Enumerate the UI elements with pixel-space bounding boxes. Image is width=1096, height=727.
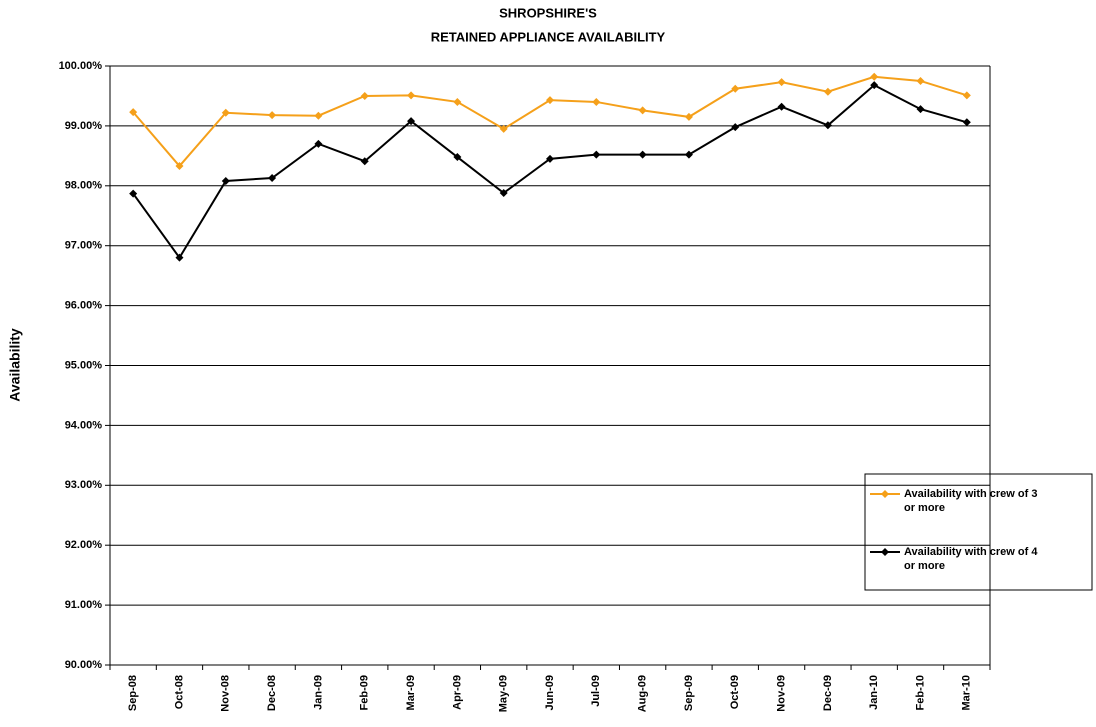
x-tick-label: Sep-08 bbox=[127, 675, 139, 711]
data-point bbox=[638, 150, 647, 159]
y-tick-label: 94.00% bbox=[65, 419, 103, 431]
data-point bbox=[638, 106, 647, 115]
x-tick-label: Nov-09 bbox=[775, 675, 787, 712]
x-tick-label: Oct-09 bbox=[729, 675, 741, 709]
x-tick-label: Jun-09 bbox=[544, 675, 556, 710]
chart-title: SHROPSHIRE'S bbox=[499, 5, 597, 20]
y-tick-label: 90.00% bbox=[65, 659, 103, 671]
x-tick-label: Apr-09 bbox=[451, 675, 463, 710]
data-point bbox=[499, 188, 508, 197]
data-point bbox=[221, 177, 230, 186]
y-tick-label: 100.00% bbox=[59, 60, 103, 72]
x-tick-label: Dec-08 bbox=[266, 675, 278, 711]
data-point bbox=[870, 81, 879, 90]
x-tick-label: Mar-09 bbox=[405, 675, 417, 710]
x-tick-label: May-09 bbox=[498, 675, 510, 712]
data-point bbox=[453, 153, 462, 162]
y-tick-label: 91.00% bbox=[65, 599, 103, 611]
data-point bbox=[962, 118, 971, 127]
x-tick-label: Jul-09 bbox=[590, 675, 602, 707]
data-point bbox=[684, 150, 693, 159]
data-point bbox=[916, 105, 925, 114]
x-tick-label: Aug-09 bbox=[637, 675, 649, 712]
chart-title: RETAINED APPLIANCE AVAILABILITY bbox=[431, 29, 666, 44]
data-point bbox=[777, 78, 786, 87]
x-tick-label: Mar-10 bbox=[961, 675, 973, 710]
x-tick-label: Oct-08 bbox=[173, 675, 185, 709]
x-tick-label: Dec-09 bbox=[822, 675, 834, 711]
data-point bbox=[870, 72, 879, 81]
data-point bbox=[592, 150, 601, 159]
y-tick-label: 93.00% bbox=[65, 479, 103, 491]
data-point bbox=[684, 112, 693, 121]
data-point bbox=[823, 121, 832, 130]
y-tick-label: 99.00% bbox=[65, 120, 103, 132]
data-point bbox=[360, 157, 369, 166]
data-point bbox=[916, 76, 925, 85]
data-point bbox=[175, 253, 184, 262]
legend-label-line: Availability with crew of 3 bbox=[904, 488, 1037, 500]
y-tick-label: 96.00% bbox=[65, 300, 103, 312]
data-point bbox=[407, 117, 416, 126]
x-tick-label: Nov-08 bbox=[220, 675, 232, 712]
legend-marker bbox=[881, 548, 889, 556]
y-tick-label: 95.00% bbox=[65, 359, 103, 371]
legend-label: Availability with crew of 4 or more bbox=[904, 546, 1038, 572]
legend-label-line: or more bbox=[904, 502, 945, 514]
y-tick-label: 98.00% bbox=[65, 180, 103, 192]
data-point bbox=[823, 87, 832, 96]
data-point bbox=[731, 84, 740, 93]
legend-label-line: or more bbox=[904, 560, 945, 572]
data-point bbox=[175, 162, 184, 171]
data-point bbox=[546, 154, 554, 163]
legend-label: Availability with crew of 3 or more bbox=[904, 488, 1037, 514]
data-point bbox=[777, 102, 786, 111]
x-tick-label: Jan-10 bbox=[868, 675, 880, 710]
data-point bbox=[221, 108, 230, 117]
y-tick-label: 92.00% bbox=[65, 539, 103, 551]
data-point bbox=[499, 124, 508, 133]
y-tick-label: 97.00% bbox=[65, 240, 103, 252]
data-point bbox=[407, 91, 416, 100]
data-point bbox=[268, 174, 277, 183]
series-line bbox=[132, 75, 968, 168]
x-tick-label: Jan-09 bbox=[312, 675, 324, 710]
x-tick-label: Feb-09 bbox=[359, 675, 371, 710]
x-tick-label: Feb-10 bbox=[914, 675, 926, 710]
data-point bbox=[360, 91, 369, 100]
legend-box bbox=[864, 473, 1093, 591]
data-point bbox=[546, 96, 554, 105]
data-point bbox=[129, 108, 138, 117]
legend-label-line: Availability with crew of 4 bbox=[904, 546, 1038, 558]
series-line bbox=[132, 83, 968, 260]
data-point bbox=[129, 189, 138, 198]
legend-marker bbox=[881, 490, 889, 498]
data-point bbox=[268, 111, 277, 120]
data-point bbox=[314, 111, 323, 120]
data-point bbox=[453, 97, 462, 106]
data-point bbox=[314, 139, 323, 148]
data-point bbox=[592, 97, 601, 106]
data-point bbox=[731, 123, 740, 132]
x-tick-label: Sep-09 bbox=[683, 675, 695, 711]
y-axis-label: Availability bbox=[7, 328, 23, 402]
data-point bbox=[962, 91, 971, 100]
